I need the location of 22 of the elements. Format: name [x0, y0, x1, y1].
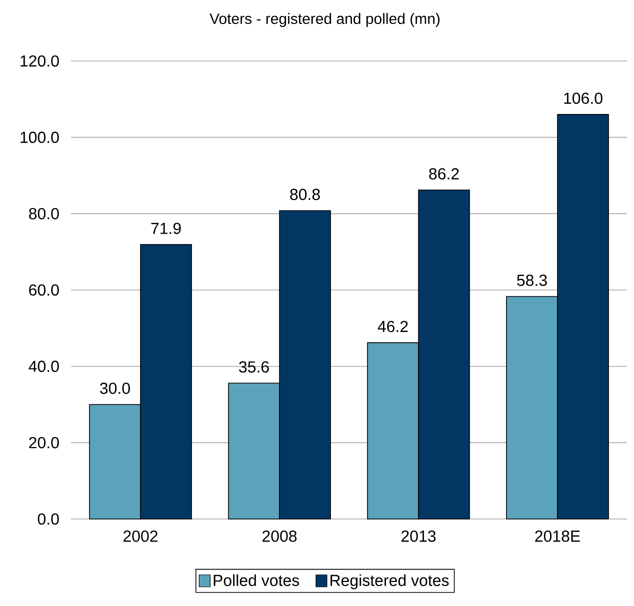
- x-tick-label: 2002: [124, 530, 158, 542]
- y-tick-label: 40.0: [28, 360, 59, 372]
- data-label: 106.0: [564, 92, 602, 104]
- data-label: 46.2: [378, 320, 408, 332]
- x-tick-label: 2018E: [535, 530, 580, 542]
- chart-title: Voters - registered and polled (mn): [210, 13, 440, 27]
- y-tick-label: 0.0: [38, 513, 59, 525]
- y-tick-label: 80.0: [29, 208, 59, 220]
- data-label: 71.9: [151, 222, 181, 234]
- data-label: 30.0: [100, 382, 130, 394]
- x-tick-label: 2008: [262, 530, 297, 542]
- data-label: 80.8: [290, 188, 320, 200]
- legend-label: Polled votes: [214, 574, 300, 586]
- legend-label: Registered votes: [330, 574, 449, 590]
- data-label: 86.2: [429, 168, 459, 180]
- y-tick-label: 100.0: [20, 132, 59, 143]
- x-tick-label: 2013: [402, 530, 436, 542]
- data-label: 35.6: [239, 361, 269, 373]
- data-label: 58.3: [517, 274, 547, 286]
- y-tick-label: 20.0: [29, 437, 59, 448]
- y-tick-label: 60.0: [29, 284, 59, 296]
- y-tick-label: 120.0: [20, 55, 59, 67]
